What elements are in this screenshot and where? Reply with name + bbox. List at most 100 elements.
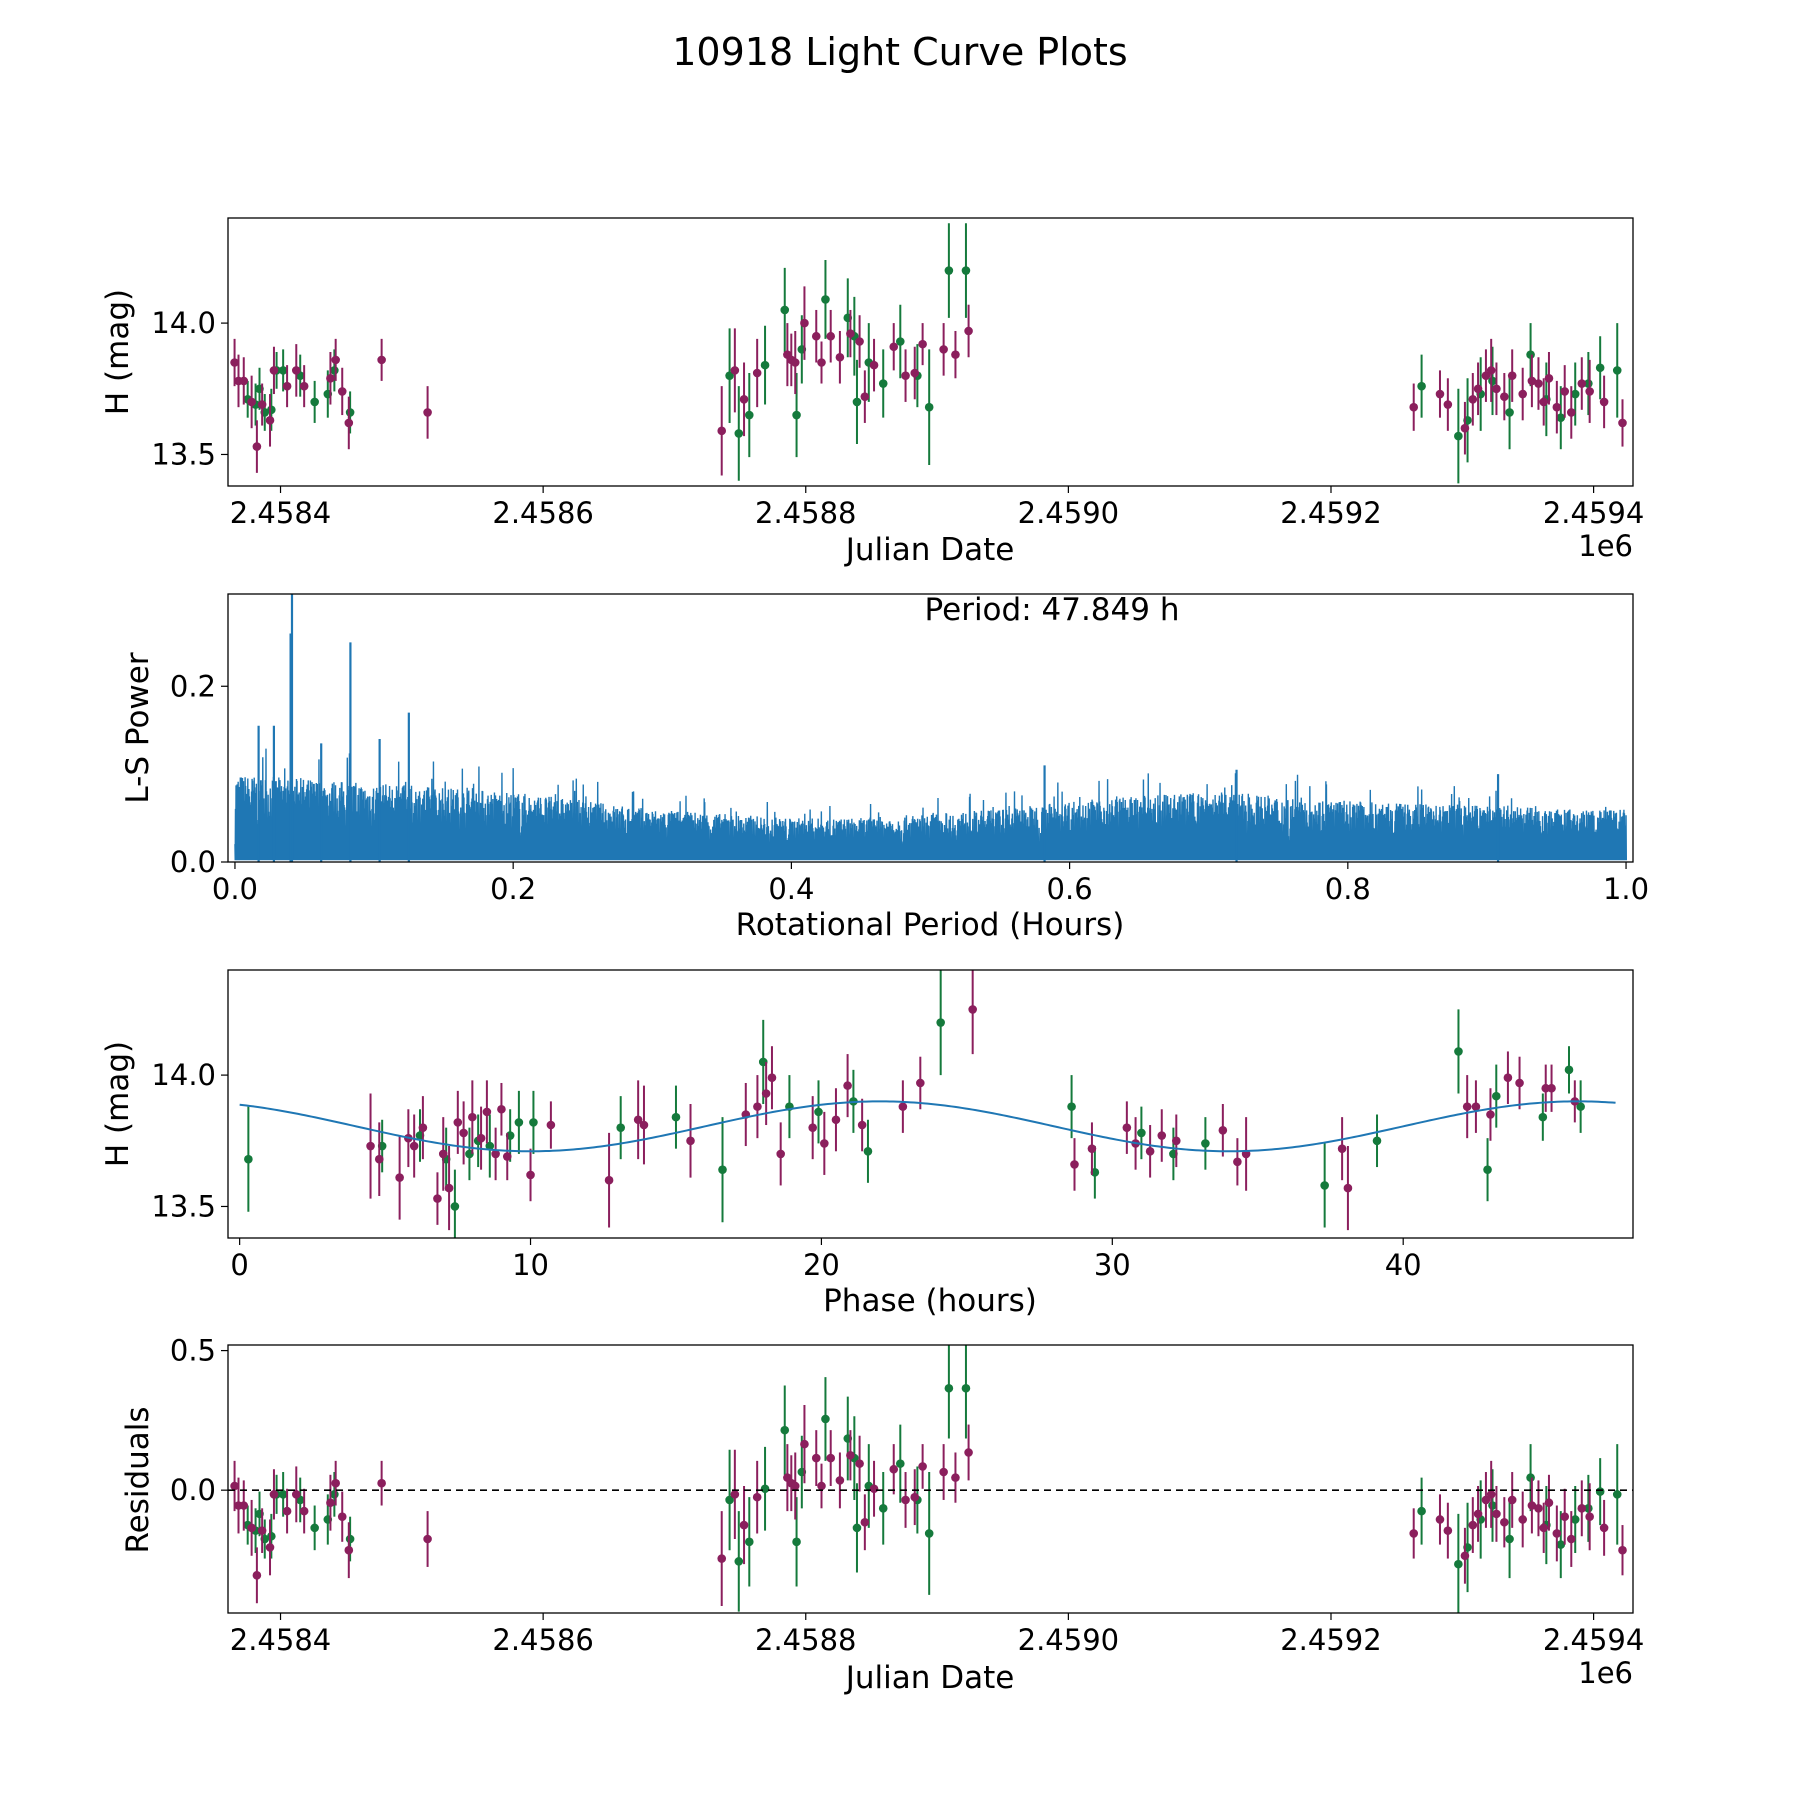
model-curve [239, 1100, 1616, 1153]
data-point [1527, 376, 1537, 386]
phased-ylabel: H (mag) [100, 1041, 136, 1167]
data-point [961, 1383, 971, 1393]
data-point [1526, 1473, 1535, 1482]
data-point [792, 1537, 801, 1547]
periodogram-annotation: Period: 47.849 h [925, 592, 1180, 628]
data-point [739, 394, 749, 404]
data-point [761, 1089, 771, 1098]
data-point [1507, 1495, 1517, 1505]
residuals-panel: 2.4584 2.4586 2.4588 2.4590 2.4592 2.4594 0.0 0… [120, 1334, 1644, 1696]
data-point [725, 1495, 734, 1505]
data-point [730, 366, 740, 375]
data-point [968, 1005, 977, 1014]
data-point [423, 1534, 432, 1544]
data-point [450, 1202, 460, 1211]
periodogram-panel: 0.0 0.2 0.4 0.6 0.8 1.0 0.0 0.2 Period: 47.849 … [120, 592, 1649, 943]
data-point [1560, 387, 1570, 396]
data-point [1618, 1545, 1627, 1555]
data-point [951, 350, 960, 359]
residuals-marks [228, 1345, 1633, 1613]
data-point [1454, 431, 1463, 441]
data-point [639, 1120, 649, 1130]
data-point [1599, 397, 1609, 407]
data-point [863, 1146, 873, 1156]
y-tick-label: 14.0 [151, 306, 216, 340]
data-point [1538, 1112, 1548, 1122]
y-tick-label: 13.5 [151, 1189, 216, 1223]
data-point [257, 1526, 267, 1535]
data-point [860, 392, 870, 401]
lightcurve-ylabel: H (mag) [100, 289, 136, 415]
data-point [453, 1118, 463, 1127]
data-point [1518, 389, 1528, 399]
data-point [331, 1478, 340, 1488]
data-point [1435, 1515, 1445, 1524]
data-point [924, 402, 934, 412]
data-point [1566, 408, 1576, 417]
data-point [916, 1078, 925, 1088]
lightcurve-ticks: 2.4584 2.4586 2.4588 2.4590 2.4592 2.4594 13.5… [151, 306, 1644, 530]
data-point [1505, 408, 1514, 417]
data-point [901, 371, 910, 380]
data-point [1599, 1523, 1609, 1533]
data-point [826, 331, 836, 341]
data-point [1233, 1157, 1242, 1167]
lightcurve-xlabel: Julian Date [844, 532, 1015, 568]
data-point [633, 1115, 643, 1125]
x-tick-label: 10 [512, 1248, 549, 1282]
x-tick-label: 0.0 [212, 872, 258, 906]
periodogram-line-group [234, 594, 1628, 862]
data-point [1218, 1125, 1228, 1135]
data-point [1618, 418, 1627, 428]
data-point [1612, 1490, 1622, 1499]
data-point [247, 1523, 256, 1533]
data-point [1556, 1540, 1566, 1549]
data-point [1473, 384, 1483, 394]
data-point [1372, 1136, 1382, 1146]
data-point [345, 1534, 355, 1544]
data-point [291, 366, 301, 375]
data-point [835, 1476, 845, 1485]
data-point [1534, 379, 1543, 388]
periodogram-marks [234, 594, 1628, 862]
x-tick-label: 2.4586 [492, 1623, 593, 1657]
data-point [718, 1165, 727, 1174]
residuals-ylabel: Residuals [120, 1406, 156, 1553]
x-tick-label: 2.4592 [1280, 1623, 1381, 1657]
data-point [604, 1175, 614, 1185]
data-point [1486, 366, 1496, 375]
data-point [821, 295, 830, 304]
x-tick-label: 2.4592 [1280, 496, 1381, 530]
lightcurve-panel: 2.4584 2.4586 2.4588 2.4590 2.4592 2.4594 13.5… [100, 217, 1644, 568]
data-point [1500, 392, 1509, 401]
data-point [476, 1133, 486, 1143]
data-point [855, 337, 864, 346]
data-point [267, 1531, 276, 1541]
data-point [1471, 1102, 1481, 1111]
data-point [811, 1453, 821, 1463]
data-point [1337, 1144, 1347, 1153]
data-point [846, 329, 855, 338]
data-point [767, 1073, 777, 1083]
data-point [895, 1459, 905, 1468]
data-point [1491, 1091, 1501, 1101]
data-point [1417, 1506, 1426, 1516]
x-tick-label: 20 [803, 1248, 840, 1282]
data-point [734, 429, 744, 438]
data-point [924, 1529, 934, 1538]
y-tick-label: 0.0 [170, 1473, 216, 1507]
data-point [717, 426, 727, 436]
data-point [1481, 1495, 1491, 1505]
phased-panel: 0 10 20 30 40 13.5 14.0 Phase (hours) H (mag) [100, 969, 1634, 1319]
data-point [878, 1504, 888, 1513]
x-tick-label: 2.4590 [1018, 496, 1119, 530]
series-group [366, 970, 1580, 1231]
data-point [1503, 1073, 1513, 1083]
data-point [760, 1484, 770, 1494]
data-point [278, 366, 288, 375]
data-point [1556, 413, 1566, 422]
data-point [409, 1141, 419, 1151]
x-tick-label: 2.4588 [755, 1623, 856, 1657]
x-tick-label: 2.4588 [755, 496, 856, 530]
data-point [901, 1495, 910, 1505]
